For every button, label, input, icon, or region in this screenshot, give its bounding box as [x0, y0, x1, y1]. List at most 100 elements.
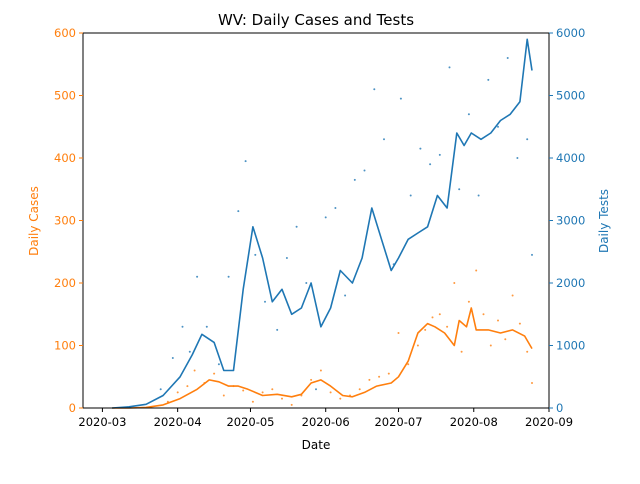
cases-scatter-point	[397, 332, 400, 334]
x-tick-label: 2020-05	[226, 415, 274, 429]
cases-scatter-point	[482, 313, 485, 316]
x-tick-label: 2020-08	[450, 415, 498, 429]
tests-scatter-point	[392, 263, 395, 266]
cases-scatter-point	[251, 400, 254, 403]
cases-scatter-point	[319, 369, 322, 372]
cases-scatter-point	[497, 319, 499, 322]
x-tick-label: 2020-03	[78, 415, 126, 429]
cases-scatter-point	[387, 372, 390, 375]
y-left-tick-label: 600	[54, 26, 76, 40]
cases-scatter-point	[329, 391, 332, 394]
tests-scatter-point	[344, 294, 347, 297]
tests-scatter-point	[171, 357, 174, 359]
tests-line-line	[112, 38, 533, 409]
tests-scatter-point	[276, 328, 279, 331]
cases-scatter-point	[446, 325, 449, 328]
tests-scatter-point	[217, 363, 220, 366]
cases-scatter-point	[232, 385, 235, 388]
cases-scatter-point	[467, 300, 470, 303]
cases-scatter-point	[176, 391, 179, 394]
tests-scatter-point	[159, 388, 162, 391]
y-left-tick-label: 300	[54, 214, 76, 228]
cases-scatter-point	[300, 394, 303, 397]
cases-scatter-point	[166, 400, 169, 403]
y-left-tick-label: 200	[54, 276, 76, 290]
cases-scatter-point	[378, 375, 381, 378]
tests-scatter-point	[429, 163, 432, 166]
cases-scatter-point	[203, 382, 206, 384]
cases-scatter-point	[453, 282, 456, 284]
y-left-tick-label: 0	[69, 401, 76, 415]
y-left-tick-label: 100	[54, 339, 76, 353]
cases-scatter-point	[242, 389, 245, 392]
tests-scatter-point	[205, 325, 208, 328]
cases-scatter-point	[531, 382, 533, 384]
cases-scatter-point	[518, 322, 521, 325]
cases-scatter-point	[213, 372, 216, 375]
plot-layer	[112, 38, 533, 409]
tests-scatter-point	[526, 138, 529, 141]
y-right-tick-label: 4000	[556, 151, 585, 165]
tests-scatter-point	[383, 138, 385, 141]
cases-scatter-point	[368, 378, 371, 381]
cases-scatter-point	[222, 394, 225, 397]
cases-scatter-point	[475, 269, 478, 272]
y-axis-label-right: Daily Tests	[597, 189, 611, 253]
tests-scatter-point	[285, 257, 288, 259]
tests-scatter-point	[531, 253, 533, 256]
y-left-tick-label: 500	[54, 89, 76, 103]
cases-scatter-point	[438, 313, 441, 316]
x-axis-label: Date	[302, 438, 331, 452]
tests-scatter-point	[196, 275, 199, 278]
cases-scatter-point	[504, 338, 507, 341]
cases-scatter-point	[526, 350, 529, 353]
tests-scatter-point	[497, 125, 499, 128]
tests-scatter-point	[487, 78, 490, 81]
tests-scatter-point	[324, 216, 327, 219]
y-right-tick-label: 2000	[556, 276, 585, 290]
tests-scatter-point	[467, 113, 470, 116]
y-axis-label-left: Daily Cases	[27, 186, 41, 256]
cases-scatter-point	[489, 344, 492, 347]
tests-scatter-point	[254, 253, 257, 256]
tests-scatter-point	[237, 210, 240, 213]
cases-line-line	[112, 307, 533, 409]
tests-scatter-point	[188, 350, 191, 353]
y-right-tick-label: 0	[556, 401, 563, 415]
cases-scatter-point	[349, 394, 351, 397]
tests-scatter-point	[264, 300, 266, 303]
y-right-tick-label: 3000	[556, 214, 585, 228]
cases-scatter-point	[271, 388, 274, 391]
tests-scatter-point	[305, 282, 308, 284]
plot-frame	[82, 32, 550, 409]
cases-scatter-point	[281, 397, 283, 400]
cases-scatter-point	[261, 391, 264, 394]
tests-scatter-point	[373, 88, 376, 91]
tests-scatter-point	[363, 169, 366, 172]
tests-scatter-point	[448, 66, 451, 69]
cases-scatter-point	[407, 363, 410, 366]
tests-scatter-point	[244, 160, 247, 163]
x-tick-label: 2020-07	[374, 415, 422, 429]
cases-scatter-point	[358, 388, 361, 391]
tests-scatter-point	[353, 178, 356, 181]
tests-scatter-point	[516, 157, 519, 159]
y-left-tick-label: 400	[54, 151, 76, 165]
cases-scatter-point	[416, 344, 419, 347]
cases-scatter-point	[290, 403, 293, 406]
cases-scatter-point	[186, 385, 189, 388]
x-tick-label: 2020-04	[154, 415, 202, 429]
y-right-tick-label: 1000	[556, 339, 585, 353]
tests-scatter-point	[409, 194, 412, 197]
tests-scatter-point	[181, 325, 184, 328]
chart-title: WV: Daily Cases and Tests	[218, 11, 414, 29]
tests-scatter-point	[506, 57, 509, 59]
cases-scatter-point	[193, 369, 196, 372]
cases-scatter-point	[431, 316, 434, 319]
cases-scatter-point	[339, 397, 342, 400]
cases-scatter-point	[460, 350, 463, 353]
cases-scatter-point	[424, 328, 427, 331]
tests-scatter-point	[334, 207, 337, 209]
